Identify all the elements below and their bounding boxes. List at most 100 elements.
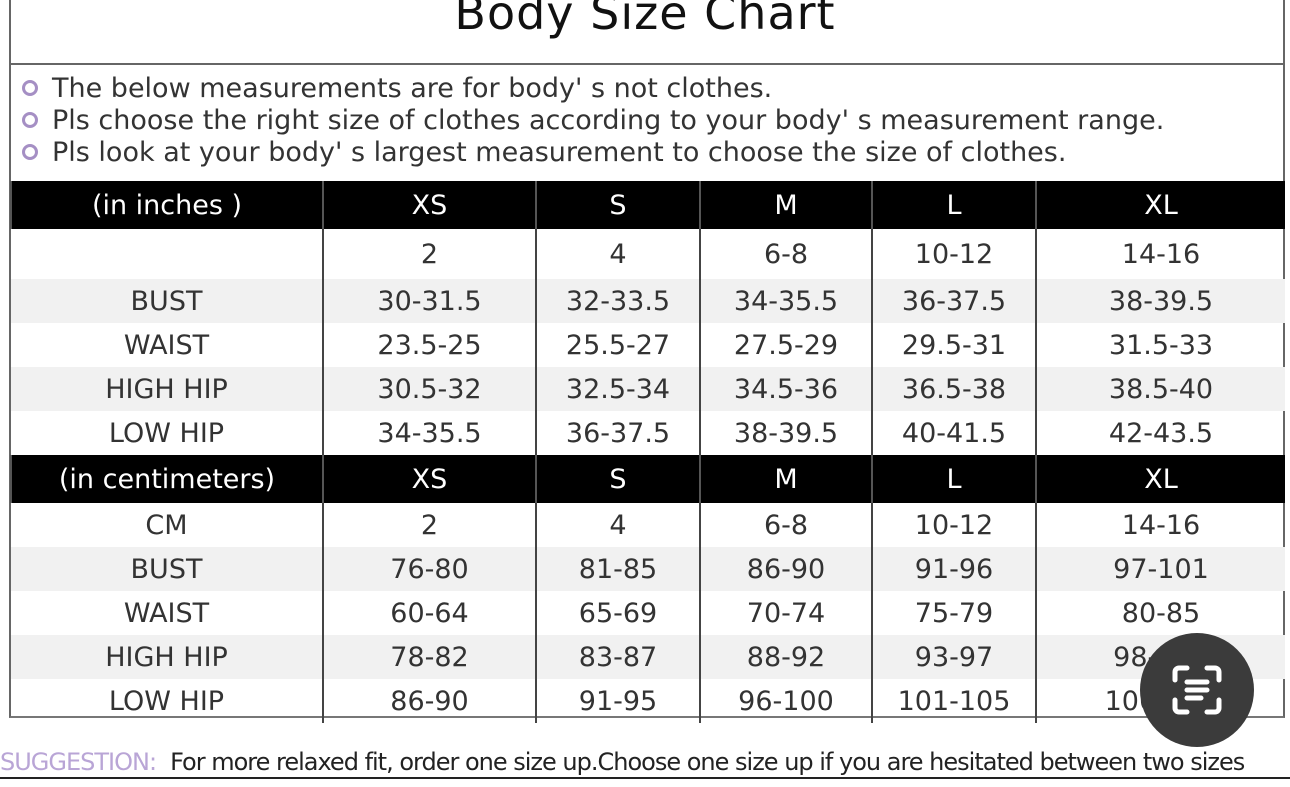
cell-m: 6-8 (699, 503, 872, 547)
header-l: L (871, 455, 1036, 503)
cell-xs: 60-64 (322, 591, 536, 635)
note-text: The below measurements are for body' s n… (52, 72, 773, 104)
cell-xs: 76-80 (322, 547, 536, 591)
header-s: S (535, 455, 700, 503)
cell-xs: 34-35.5 (322, 411, 536, 455)
cell-m: 38-39.5 (699, 411, 872, 455)
cell-l: 93-97 (871, 635, 1036, 679)
table-row: HIGH HIP 30.5-32 32.5-34 34.5-36 36.5-38 38.5… (11, 367, 1285, 411)
cell-xs: 23.5-25 (322, 323, 536, 367)
live-text-button[interactable] (1140, 633, 1254, 747)
suggestion-label: SUGGESTION: (0, 748, 157, 776)
note-text: Pls look at your body' s largest measure… (52, 136, 1067, 168)
cell-label: LOW HIP (108, 685, 225, 717)
cell-xs: 86-90 (322, 679, 536, 723)
table-row: BUST 76-80 81-85 86-90 91-96 97-101 (11, 547, 1285, 591)
cell-xl: 42-43.5 (1035, 411, 1285, 455)
cell-m: 70-74 (699, 591, 872, 635)
table-row: LOW HIP 34-35.5 36-37.5 38-39.5 40-41.5 42-43… (11, 411, 1285, 455)
cell-label: BUST (11, 279, 323, 323)
cell-xs: 30-31.5 (322, 279, 536, 323)
cell-s: 36-37.5 (535, 411, 700, 455)
header-xs: XS (322, 181, 536, 229)
cell-xl: 97-101 (1035, 547, 1285, 591)
note-text: Pls choose the right size of clothes acc… (52, 104, 1165, 136)
header-l: L (871, 181, 1036, 229)
cell-s: 32-33.5 (535, 279, 700, 323)
cell-label: BUST (11, 547, 323, 591)
cell-m: 34.5-36 (699, 367, 872, 411)
cell-xs: 30.5-32 (322, 367, 536, 411)
cell-s: 4 (535, 229, 700, 279)
cell-label: WAIST (123, 597, 210, 629)
centimeters-header-row: (in centimeters) XS S M L XL (10, 455, 1285, 503)
cell-label (11, 229, 323, 279)
cell-xs: 78-82 (322, 635, 536, 679)
suggestion-text: For more relaxed fit, order one size up.… (170, 748, 1245, 776)
table-row: WAIST 23.5-25 25.5-27 27.5-29 29.5-31 31.5-33 (11, 323, 1285, 367)
cell-l: 10-12 (871, 229, 1036, 279)
header-label: (in centimeters) (10, 455, 323, 503)
note-item: Pls look at your body' s largest measure… (22, 136, 1164, 168)
cell-l: 101-105 (871, 679, 1036, 723)
cell-label: WAIST (123, 329, 210, 361)
note-item: The below measurements are for body' s n… (22, 72, 1164, 104)
cell-l: 40-41.5 (871, 411, 1036, 455)
cell-m: 86-90 (699, 547, 872, 591)
cell-s: 65-69 (535, 591, 700, 635)
header-xl: XL (1035, 181, 1285, 229)
bullet-icon (22, 112, 38, 128)
size-table: (in inches ) XS S M L XL 2 4 6-8 10-12 14-16 BUST 30… (10, 181, 1285, 723)
header-xs: XS (322, 455, 536, 503)
header-xl: XL (1035, 455, 1285, 503)
cell-label: HIGH HIP (11, 635, 323, 679)
cell-xl: 14-16 (1035, 229, 1285, 279)
cell-xl: 31.5-33 (1035, 323, 1285, 367)
header-label: (in inches ) (10, 181, 323, 229)
cell-l: 75-79 (871, 591, 1036, 635)
cell-m: 34-35.5 (699, 279, 872, 323)
header-m: M (699, 181, 872, 229)
cell-s: 83-87 (535, 635, 700, 679)
table-row: WAIST 60-64 65-69 70-74 75-79 80-85 (11, 591, 1285, 635)
notes-list: The below measurements are for body' s n… (22, 72, 1164, 168)
cell-m: 88-92 (699, 635, 872, 679)
cell-l: 91-96 (871, 547, 1036, 591)
cell-l: 36-37.5 (871, 279, 1036, 323)
bullet-icon (22, 80, 38, 96)
cell-m: 96-100 (699, 679, 872, 723)
cell-m: 27.5-29 (699, 323, 872, 367)
divider (10, 63, 1285, 65)
cell-xs: 2 (322, 503, 536, 547)
table-row: 2 4 6-8 10-12 14-16 (11, 229, 1285, 279)
cell-s: 91-95 (535, 679, 700, 723)
inches-header-row: (in inches ) XS S M L XL (10, 181, 1285, 229)
cell-label: CM (145, 509, 188, 541)
cell-m: 6-8 (699, 229, 872, 279)
cell-label: HIGH HIP (11, 367, 323, 411)
cell-xs: 2 (322, 229, 536, 279)
cell-s: 4 (535, 503, 700, 547)
header-s: S (535, 181, 700, 229)
cell-s: 32.5-34 (535, 367, 700, 411)
live-text-scan-icon (1172, 665, 1222, 715)
cell-l: 10-12 (871, 503, 1036, 547)
table-row: BUST 30-31.5 32-33.5 34-35.5 36-37.5 38-39.5 (11, 279, 1285, 323)
cell-xl: 14-16 (1035, 503, 1285, 547)
divider (0, 777, 1290, 779)
suggestion: SUGGESTION: For more relaxed fit, order o… (0, 748, 1245, 776)
cell-l: 36.5-38 (871, 367, 1036, 411)
cell-s: 25.5-27 (535, 323, 700, 367)
chart-title: Body Size Chart (454, 0, 836, 40)
table-row: CM 2 4 6-8 10-12 14-16 (11, 503, 1285, 547)
bullet-icon (22, 144, 38, 160)
header-m: M (699, 455, 872, 503)
note-item: Pls choose the right size of clothes acc… (22, 104, 1164, 136)
cell-l: 29.5-31 (871, 323, 1036, 367)
cell-xl: 80-85 (1035, 591, 1285, 635)
cell-s: 81-85 (535, 547, 700, 591)
cell-xl: 38-39.5 (1035, 279, 1285, 323)
cell-xl: 38.5-40 (1035, 367, 1285, 411)
